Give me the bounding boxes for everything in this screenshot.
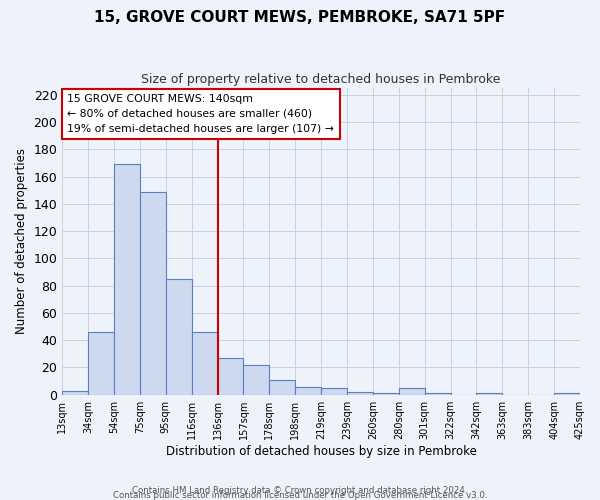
Text: 15, GROVE COURT MEWS, PEMBROKE, SA71 5PF: 15, GROVE COURT MEWS, PEMBROKE, SA71 5PF: [94, 10, 506, 25]
Bar: [269, 380, 295, 394]
Text: 15 GROVE COURT MEWS: 140sqm
← 80% of detached houses are smaller (460)
19% of se: 15 GROVE COURT MEWS: 140sqm ← 80% of det…: [67, 94, 334, 134]
Bar: [218, 358, 244, 395]
Bar: [295, 386, 321, 394]
Bar: [192, 332, 218, 394]
Bar: [244, 364, 269, 394]
Bar: [114, 164, 140, 394]
Y-axis label: Number of detached properties: Number of detached properties: [15, 148, 28, 334]
Title: Size of property relative to detached houses in Pembroke: Size of property relative to detached ho…: [142, 72, 501, 86]
X-axis label: Distribution of detached houses by size in Pembroke: Distribution of detached houses by size …: [166, 444, 476, 458]
Bar: [321, 388, 347, 394]
Bar: [347, 392, 373, 394]
Text: Contains HM Land Registry data © Crown copyright and database right 2024.: Contains HM Land Registry data © Crown c…: [132, 486, 468, 495]
Bar: [140, 192, 166, 394]
Bar: [62, 390, 88, 394]
Bar: [88, 332, 114, 394]
Text: Contains public sector information licensed under the Open Government Licence v3: Contains public sector information licen…: [113, 491, 487, 500]
Bar: [166, 279, 192, 394]
Bar: [399, 388, 425, 394]
